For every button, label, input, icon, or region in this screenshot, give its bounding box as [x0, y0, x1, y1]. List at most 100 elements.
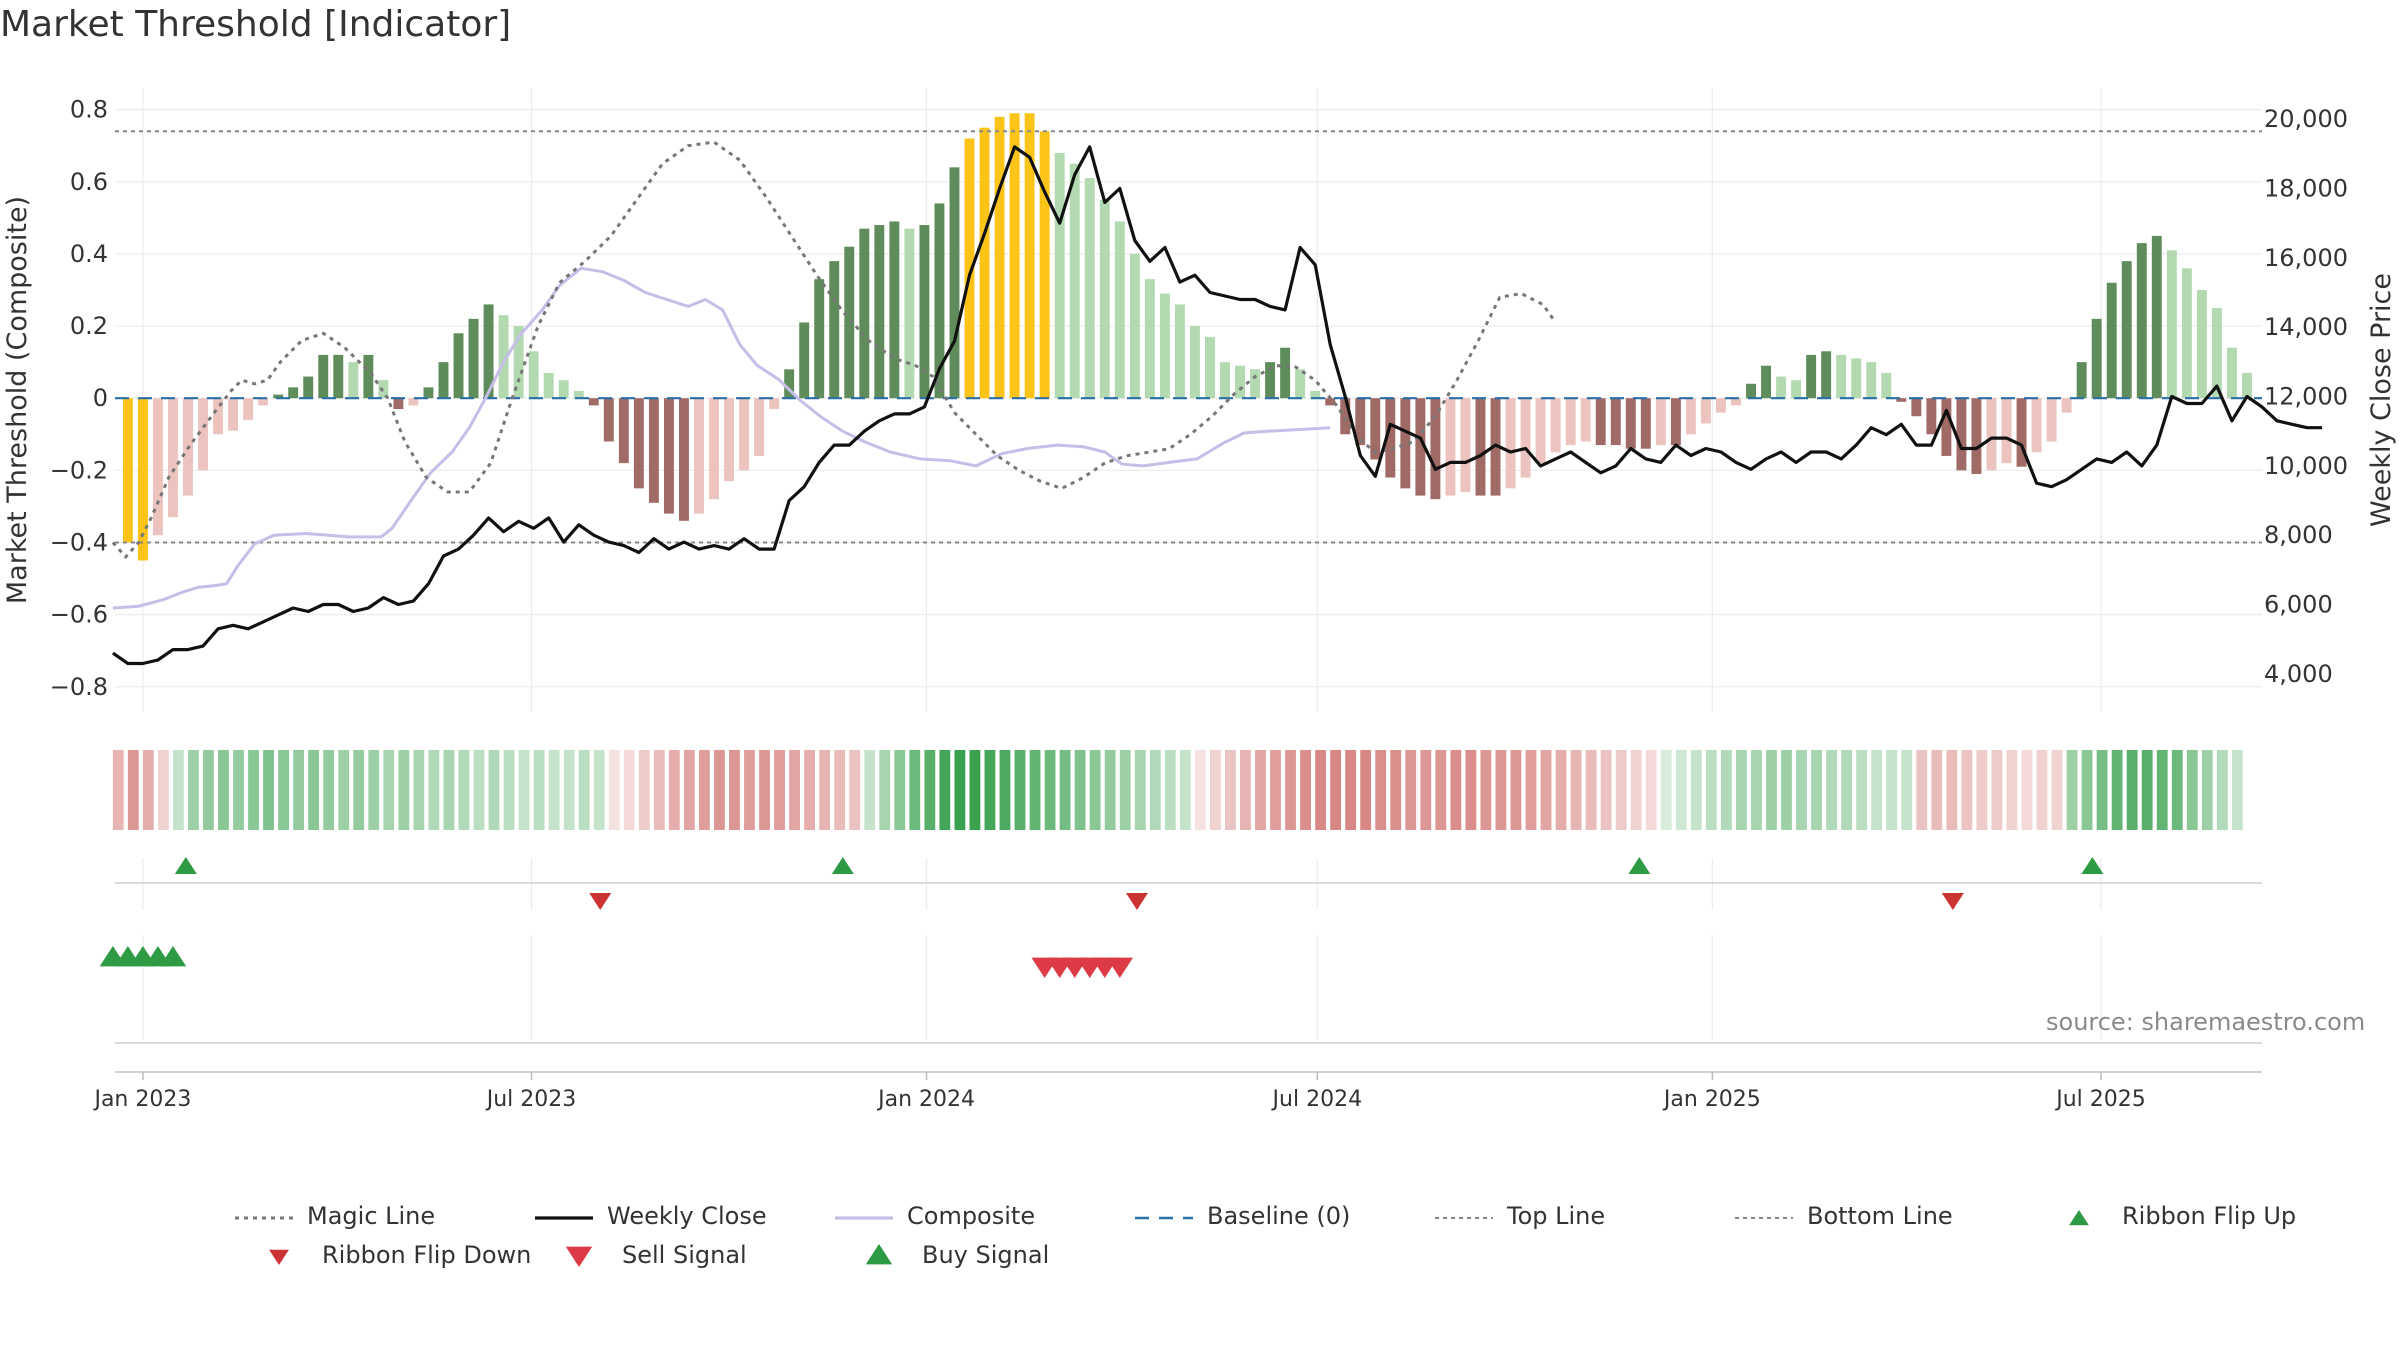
- composite-bar: [1250, 369, 1261, 399]
- y-left-tick-label: −0.8: [50, 673, 108, 701]
- ribbon-cell: [593, 750, 605, 830]
- composite-bar: [1460, 398, 1471, 492]
- composite-bar: [137, 398, 148, 561]
- composite-bar: [2196, 289, 2207, 399]
- composite-bar: [1595, 398, 1606, 446]
- composite-bar: [588, 398, 599, 406]
- ribbon-cell: [2111, 750, 2123, 830]
- ribbon-cell: [1285, 750, 1296, 830]
- ribbon-cell: [323, 750, 335, 830]
- lines-layer: [111, 130, 2323, 666]
- composite-bar: [273, 394, 284, 399]
- composite-bar: [2181, 268, 2192, 399]
- composite-bar: [1280, 347, 1291, 399]
- ribbon-cell: [1390, 750, 1402, 830]
- ribbon-cell: [1375, 750, 1387, 830]
- ribbon-cell: [293, 750, 305, 830]
- composite-bar: [2016, 398, 2027, 467]
- composite-bar: [1415, 398, 1426, 496]
- composite-bar: [1084, 178, 1095, 399]
- ribbon-cell: [1029, 750, 1041, 830]
- composite-bar: [1926, 398, 1937, 435]
- composite-bar: [844, 246, 855, 399]
- composite-bar: [1911, 398, 1922, 417]
- ribbon-cell: [1811, 750, 1822, 830]
- ribbon-cell: [488, 750, 500, 830]
- ribbon-cell: [383, 750, 395, 830]
- ribbon-cell: [1255, 750, 1266, 830]
- legend-symbol-sell: [565, 1246, 593, 1267]
- ribbon-cell: [984, 750, 996, 830]
- ribbon-cell: [1540, 750, 1552, 830]
- ribbon-cell: [608, 750, 620, 830]
- composite-bar: [2166, 250, 2177, 399]
- composite-bar: [1715, 398, 1726, 413]
- composite-bar: [1054, 152, 1065, 399]
- composite-bar: [919, 225, 930, 399]
- composite-bar: [1580, 398, 1591, 442]
- ribbon-cell: [1735, 750, 1747, 830]
- ribbon-cell: [2096, 750, 2108, 830]
- composite-bar: [1039, 131, 1050, 399]
- composite-bar: [1836, 354, 1847, 399]
- ribbon-cell: [278, 750, 289, 830]
- composite-bar: [1144, 279, 1155, 399]
- composite-bar: [618, 398, 629, 464]
- ribbon-flip-down-marker: [1941, 893, 1964, 910]
- ribbon-cell: [308, 750, 320, 830]
- ribbon-cell: [1315, 750, 1326, 830]
- ribbon-cell: [834, 750, 846, 830]
- ribbon-cell: [1781, 750, 1792, 830]
- ribbon-cell: [1991, 750, 2003, 830]
- composite-bar: [784, 369, 795, 399]
- composite-bar: [2121, 261, 2132, 399]
- composite-bar: [2151, 235, 2162, 399]
- ribbon-flip-up-marker: [2081, 857, 2104, 874]
- axes-layer: Jan 2023 Jul 2023 Jan 2024 Jul 2024 Jan 2025…: [2, 96, 2397, 1112]
- y-right-tick-label: 10,000: [2264, 452, 2348, 480]
- composite-bar: [1640, 398, 1651, 449]
- composite-bar: [1851, 358, 1862, 399]
- ribbon-cell: [1615, 750, 1627, 830]
- composite-bar: [1520, 398, 1531, 478]
- y-right-tick-label: 16,000: [2264, 244, 2348, 272]
- ribbon-cell: [1796, 750, 1807, 830]
- x-tick-label: Jul 2025: [2054, 1087, 2146, 1112]
- ribbon-cell: [458, 750, 470, 830]
- ribbon-cell: [1495, 750, 1507, 830]
- ribbon-cell: [999, 750, 1011, 830]
- ribbon-cell: [1570, 750, 1582, 830]
- ribbon-cell: [2216, 750, 2228, 830]
- ribbon-cell: [894, 750, 906, 830]
- ribbon-flip-up-marker: [831, 857, 854, 874]
- composite-bar: [949, 167, 960, 399]
- composite-bar: [724, 398, 735, 482]
- ribbon-cell: [623, 750, 635, 830]
- composite-bar: [1866, 362, 1877, 399]
- ribbon-cell: [413, 750, 425, 830]
- ribbon-cell: [1766, 750, 1777, 830]
- ribbon-cell: [338, 750, 350, 830]
- ribbon-cell: [1630, 750, 1642, 830]
- composite-bar: [1806, 354, 1817, 399]
- composite-bar: [438, 362, 449, 399]
- ribbon-cell: [1164, 750, 1176, 830]
- y-right-tick-label: 8,000: [2264, 521, 2333, 549]
- ribbon-flip-down-marker: [589, 893, 612, 910]
- ribbon-cell: [759, 750, 770, 830]
- ribbon-cell: [1059, 750, 1071, 830]
- y-right-tick-label: 18,000: [2264, 175, 2348, 203]
- composite-bar: [348, 362, 359, 399]
- grid-layer: [115, 88, 2262, 1040]
- composite-bar: [2061, 398, 2072, 413]
- composite-bar: [889, 221, 900, 399]
- ribbon-cell: [1886, 750, 1898, 830]
- ribbon-cell: [864, 750, 876, 830]
- weekly-close-line: [111, 145, 2323, 666]
- ribbon-cell: [1916, 750, 1928, 830]
- ribbon-cell: [879, 750, 891, 830]
- composite-bar: [2106, 282, 2117, 399]
- ribbon-cell: [142, 750, 154, 830]
- ribbon-cell: [729, 750, 740, 830]
